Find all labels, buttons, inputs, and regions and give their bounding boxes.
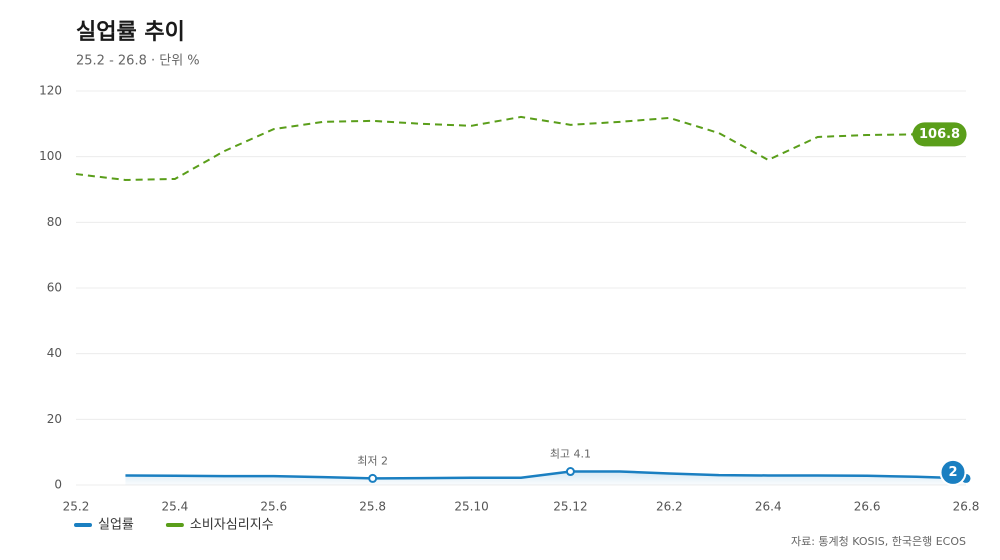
annotation-point [565, 467, 575, 477]
x-tick-label: 26.2 [656, 500, 683, 514]
series-line [125, 470, 967, 480]
end-badge [912, 122, 967, 147]
end-label: 106.8 [919, 127, 960, 142]
legend-label: 실업률 [98, 518, 134, 533]
annotation-label: 최저 2 [357, 454, 388, 467]
annotation-label: 최고 4.1 [550, 448, 591, 461]
x-tick-label: 25.8 [359, 500, 386, 514]
x-tick-label: 25.12 [553, 500, 587, 514]
annotation-point [368, 473, 378, 483]
y-tick-label: 40 [47, 346, 62, 360]
end-label: 2 [948, 465, 957, 480]
x-tick-label: 25.10 [454, 500, 488, 514]
series-line [75, 115, 917, 181]
x-tick-label: 26.6 [854, 500, 881, 514]
end-badge [939, 458, 967, 486]
x-tick-label: 25.4 [162, 500, 189, 514]
y-tick-label: 60 [47, 281, 62, 295]
y-tick-label: 100 [39, 149, 62, 163]
x-tick-label: 26.4 [755, 500, 782, 514]
y-tick-label: 0 [54, 478, 62, 492]
y-tick-label: 120 [39, 84, 62, 98]
x-tick-label: 25.6 [260, 500, 287, 514]
y-tick-label: 20 [47, 412, 62, 426]
chart-title: 실업률 추이 [76, 20, 185, 45]
source-note: 자료: 통계청 KOSIS, 한국은행 ECOS [791, 535, 966, 548]
legend-label: 소비자심리지수 [190, 518, 274, 533]
x-tick-label: 26.8 [953, 500, 980, 514]
y-tick-label: 80 [47, 215, 62, 229]
series-area [125, 471, 966, 485]
x-tick-label: 25.2 [63, 500, 90, 514]
chart-subtitle: 25.2 - 26.8 · 단위 % [76, 54, 200, 69]
